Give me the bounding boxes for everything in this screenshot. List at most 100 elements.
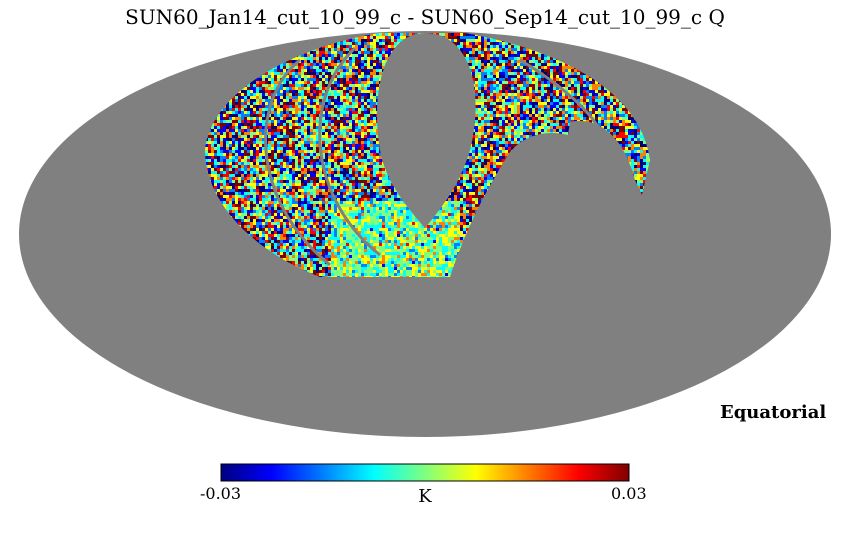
map-pixel (265, 90, 268, 93)
map-pixel (562, 117, 565, 120)
map-pixel (334, 117, 337, 120)
map-pixel (346, 99, 349, 102)
map-pixel (334, 48, 337, 51)
map-pixel (259, 123, 262, 126)
map-pixel (220, 132, 223, 135)
map-pixel (226, 111, 229, 114)
map-pixel (484, 117, 487, 120)
map-pixel (583, 117, 586, 120)
map-pixel (361, 45, 364, 48)
map-pixel (250, 126, 253, 129)
map-pixel (526, 75, 529, 78)
map-pixel (376, 72, 379, 75)
map-pixel (541, 90, 544, 93)
map-pixel (562, 123, 565, 126)
map-pixel (361, 48, 364, 51)
map-pixel (514, 96, 517, 99)
map-pixel (364, 81, 367, 84)
map-pixel (472, 57, 475, 60)
map-pixel (298, 69, 301, 72)
map-pixel (331, 63, 334, 66)
map-pixel (637, 33, 640, 36)
map-pixel (295, 75, 298, 78)
map-pixel (214, 126, 217, 129)
map-pixel (577, 36, 580, 39)
map-pixel (535, 111, 538, 114)
map-pixel (349, 126, 352, 129)
map-pixel (364, 51, 367, 54)
map-pixel (214, 132, 217, 135)
map-pixel (334, 33, 337, 36)
map-pixel (394, 42, 397, 45)
map-pixel (223, 39, 226, 42)
map-pixel (349, 72, 352, 75)
map-pixel (229, 108, 232, 111)
map-pixel (352, 129, 355, 132)
map-pixel (616, 42, 619, 45)
map-pixel (373, 99, 376, 102)
map-pixel (517, 54, 520, 57)
map-pixel (523, 54, 526, 57)
map-pixel (295, 129, 298, 132)
map-pixel (283, 90, 286, 93)
map-pixel (475, 66, 478, 69)
map-pixel (322, 57, 325, 60)
map-pixel (565, 129, 568, 132)
map-pixel (322, 48, 325, 51)
map-pixel (556, 66, 559, 69)
map-pixel (283, 126, 286, 129)
map-pixel (388, 48, 391, 51)
map-pixel (475, 99, 478, 102)
map-pixel (457, 45, 460, 48)
map-pixel (550, 72, 553, 75)
map-pixel (487, 120, 490, 123)
map-pixel (508, 123, 511, 126)
map-pixel (598, 99, 601, 102)
map-pixel (496, 84, 499, 87)
map-pixel (547, 126, 550, 129)
map-pixel (265, 78, 268, 81)
map-pixel (559, 60, 562, 63)
map-pixel (559, 126, 562, 129)
map-pixel (241, 102, 244, 105)
map-pixel (619, 111, 622, 114)
map-pixel (319, 84, 322, 87)
map-pixel (271, 123, 274, 126)
map-pixel (295, 96, 298, 99)
map-pixel (358, 60, 361, 63)
map-pixel (544, 105, 547, 108)
map-pixel (349, 66, 352, 69)
map-pixel (580, 84, 583, 87)
map-pixel (235, 120, 238, 123)
map-pixel (361, 51, 364, 54)
map-pixel (274, 33, 277, 36)
map-pixel (481, 36, 484, 39)
map-pixel (376, 96, 379, 99)
map-pixel (292, 60, 295, 63)
map-pixel (295, 57, 298, 60)
map-pixel (559, 120, 562, 123)
map-pixel (343, 111, 346, 114)
map-pixel (394, 39, 397, 42)
map-pixel (454, 39, 457, 42)
map-pixel (349, 54, 352, 57)
map-pixel (340, 51, 343, 54)
map-pixel (331, 45, 334, 48)
map-pixel (295, 102, 298, 105)
map-pixel (268, 99, 271, 102)
map-pixel (523, 57, 526, 60)
map-pixel (553, 99, 556, 102)
map-pixel (334, 90, 337, 93)
map-pixel (568, 39, 571, 42)
map-pixel (292, 99, 295, 102)
map-pixel (325, 60, 328, 63)
map-pixel (241, 96, 244, 99)
map-pixel (505, 111, 508, 114)
map-pixel (529, 72, 532, 75)
map-pixel (607, 45, 610, 48)
map-pixel (325, 84, 328, 87)
map-pixel (529, 117, 532, 120)
map-pixel (379, 66, 382, 69)
map-pixel (358, 111, 361, 114)
map-pixel (241, 39, 244, 42)
